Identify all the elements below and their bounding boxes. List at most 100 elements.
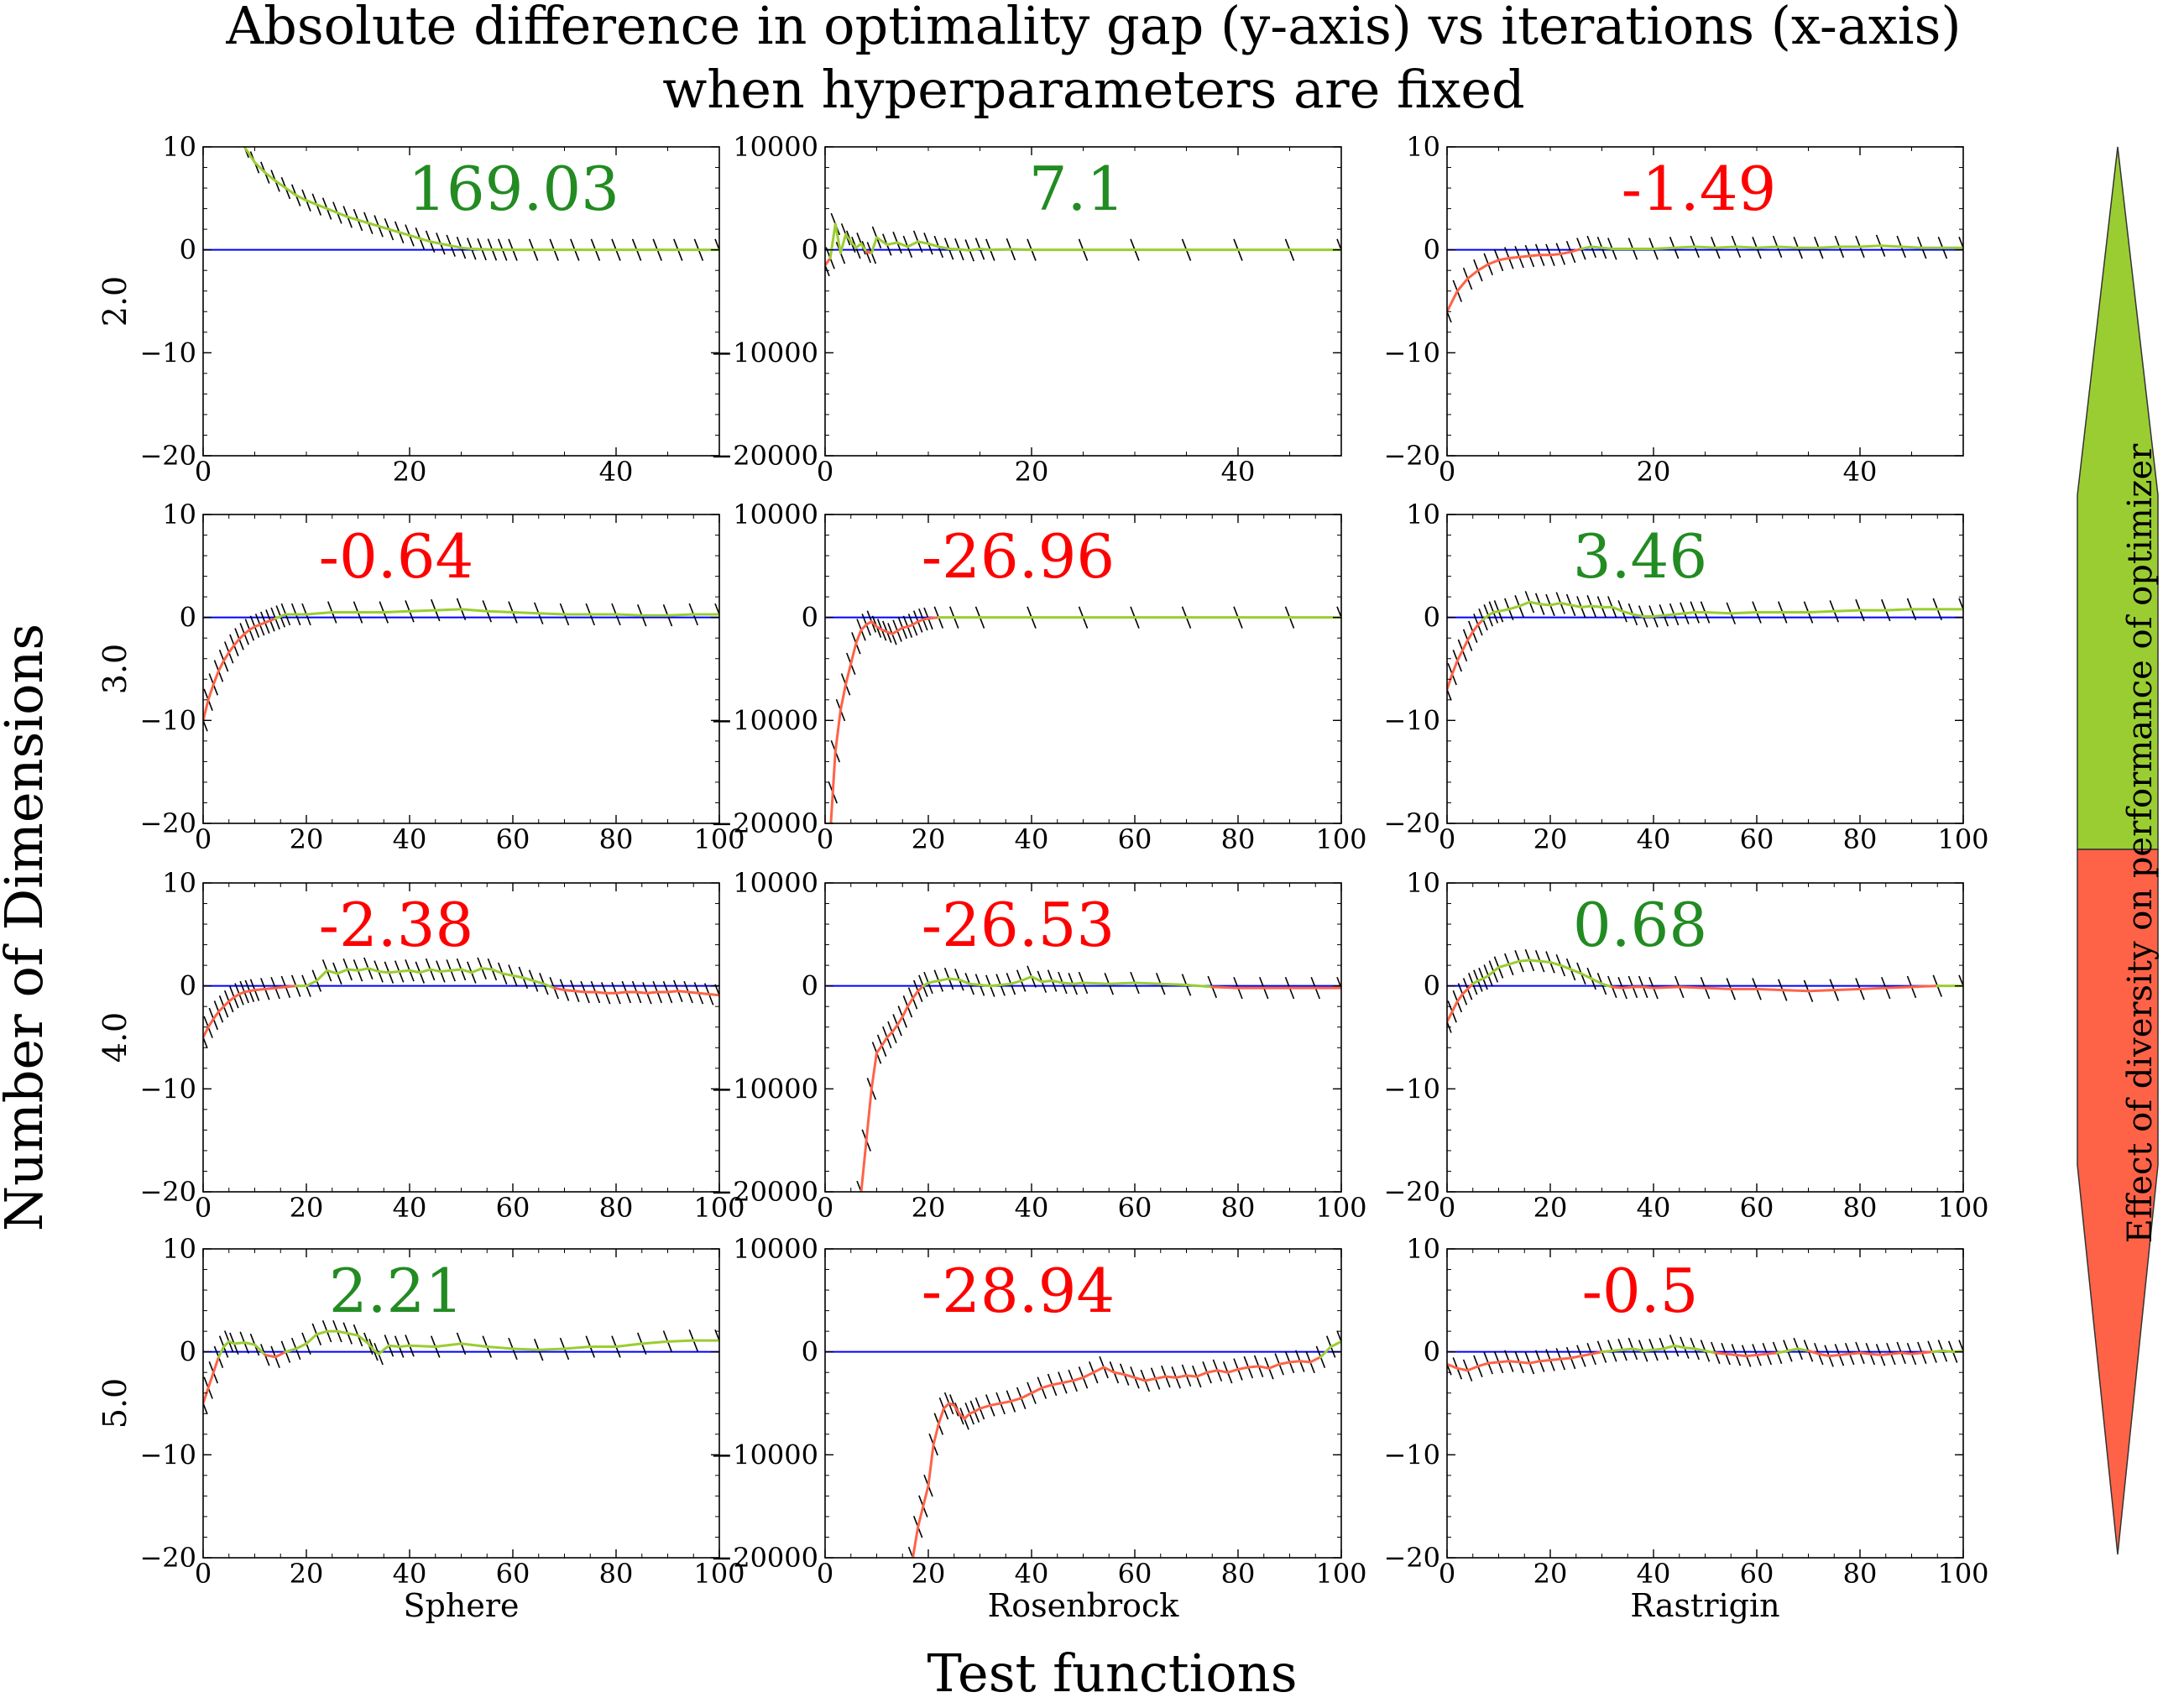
series-segment xyxy=(1776,245,1800,249)
series-segment xyxy=(227,644,236,654)
series-segment xyxy=(1611,605,1624,613)
series-segment xyxy=(1450,659,1459,676)
series-segment xyxy=(1450,1000,1459,1013)
series-segment xyxy=(854,628,863,645)
x-tick-label: 80 xyxy=(1843,823,1878,855)
subplot-rosenbrock-5-0: 0 20 40 60 80 100 −20000 −10000 0 10000 -28.94 Rose… xyxy=(710,1233,1366,1624)
series-segment xyxy=(222,650,231,662)
series-segment xyxy=(839,682,848,712)
series-segment xyxy=(1662,613,1676,617)
series-segment xyxy=(217,659,226,672)
series-segment xyxy=(377,1344,390,1355)
x-tick-label: 60 xyxy=(1118,1558,1152,1590)
x-tick-label: 40 xyxy=(599,456,634,488)
series-segment xyxy=(1559,250,1573,256)
series-segment xyxy=(1143,1377,1157,1382)
x-tick-label: 80 xyxy=(599,823,634,855)
series-segment xyxy=(708,992,719,997)
series-line xyxy=(1447,600,1963,692)
series-segment xyxy=(1570,1355,1583,1360)
series-segment xyxy=(264,986,277,990)
series-segment xyxy=(1580,972,1593,980)
series-segment xyxy=(666,990,680,994)
series-segment xyxy=(217,1345,226,1359)
colorbar: Effect of diversity on performance of op… xyxy=(2077,146,2160,1555)
y-tick-label: 10000 xyxy=(733,131,818,163)
series-segment xyxy=(1466,630,1475,642)
series-segment xyxy=(382,609,411,614)
x-tick-label: 0 xyxy=(1439,456,1455,488)
series-segment xyxy=(1899,245,1924,249)
series-segment xyxy=(1447,672,1454,692)
subplot-sphere-3-0: 0 20 40 60 80 100 −20 −10 0 10 -0.64 3.0 xyxy=(97,499,745,855)
series-segment xyxy=(305,611,334,616)
series-segment xyxy=(831,750,837,794)
y-tick-label: −10 xyxy=(1383,704,1440,736)
hatch-mark xyxy=(203,1401,208,1415)
series-segment xyxy=(1884,985,1913,990)
series-segment xyxy=(315,969,329,983)
x-tick-label: 60 xyxy=(1118,823,1152,855)
series-segment xyxy=(1210,985,1240,990)
series-segment xyxy=(979,247,992,252)
x-tick-label: 20 xyxy=(912,1558,946,1590)
score-annotation: -26.53 xyxy=(922,890,1115,960)
series-segment xyxy=(1071,981,1084,985)
row-label-dimensions: 5.0 xyxy=(97,1378,133,1429)
x-tick-label: 20 xyxy=(912,1192,946,1224)
series-segment xyxy=(1528,253,1542,258)
series-segment xyxy=(1714,1351,1727,1355)
x-tick-label: 80 xyxy=(1221,823,1256,855)
series-segment xyxy=(274,985,287,990)
series-segment xyxy=(1030,1387,1043,1395)
series-segment xyxy=(326,969,339,975)
x-tick-label: 20 xyxy=(1533,823,1568,855)
x-tick-label: 100 xyxy=(693,823,745,855)
series-segment xyxy=(1559,964,1573,971)
y-tick-label: 10 xyxy=(162,1233,196,1265)
x-tick-label: 60 xyxy=(1740,1192,1774,1224)
series-segment xyxy=(640,1340,669,1345)
hatch-mark xyxy=(1336,976,1341,990)
series-segment xyxy=(1471,623,1480,634)
hatch-mark xyxy=(243,147,249,159)
series-segment xyxy=(1528,958,1542,963)
series-segment xyxy=(511,1347,541,1351)
series-segment xyxy=(1185,983,1214,989)
score-annotation: -2.38 xyxy=(319,890,474,960)
series-segment xyxy=(1729,611,1758,615)
series-segment xyxy=(979,1403,992,1410)
plot-area xyxy=(825,212,1341,277)
series-segment xyxy=(449,244,462,249)
series-segment xyxy=(1611,985,1624,990)
series-segment xyxy=(336,968,349,975)
series-segment xyxy=(687,990,700,995)
score-annotation: -1.49 xyxy=(1622,154,1777,224)
y-tick-label: −10 xyxy=(139,337,196,368)
x-tick-label: 100 xyxy=(1937,1192,1988,1224)
series-segment xyxy=(206,1371,215,1390)
colorbar-label: Effect of diversity on performance of op… xyxy=(2121,443,2160,1243)
y-tick-label: −10 xyxy=(1383,1073,1440,1105)
hatch-mark xyxy=(1958,974,1963,988)
series-segment xyxy=(243,147,256,164)
series-segment xyxy=(1776,1349,1789,1355)
y-tick-label: −20 xyxy=(1383,440,1440,472)
hatch-mark xyxy=(1447,1362,1452,1376)
series-segment xyxy=(1704,986,1732,990)
series-segment xyxy=(927,979,940,985)
series-segment xyxy=(1497,963,1511,969)
series-segment xyxy=(1807,989,1836,993)
series-segment xyxy=(295,1342,308,1350)
series-segment xyxy=(1071,1376,1084,1382)
series-segment xyxy=(1460,639,1470,652)
x-tick-label: 20 xyxy=(1015,456,1049,488)
series-segment xyxy=(1447,1362,1459,1370)
series-segment xyxy=(1807,609,1836,614)
hatch-mark xyxy=(1447,687,1452,701)
series-segment xyxy=(418,968,432,974)
series-segment xyxy=(833,708,842,753)
plot-area xyxy=(1447,591,1963,701)
series-segment xyxy=(1817,245,1841,249)
series-segment xyxy=(1549,960,1562,967)
